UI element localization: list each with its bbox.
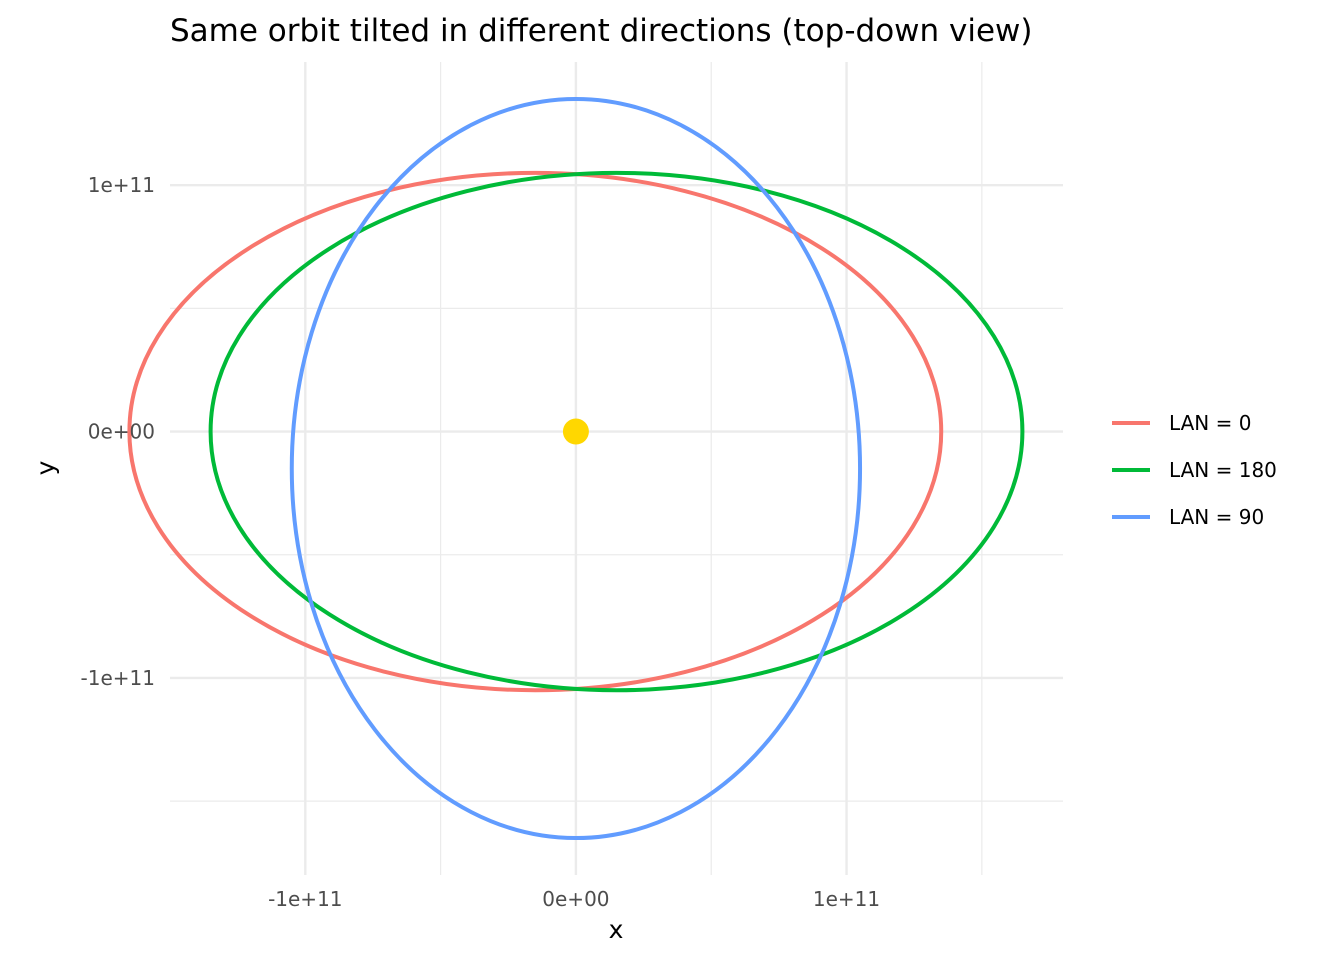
central-body-point: [562, 418, 589, 445]
y-tick-label: 1e+11: [88, 173, 155, 197]
orbit-line: [289, 96, 863, 841]
orbit-line: [208, 170, 1025, 693]
x-tick-label: 0e+00: [542, 887, 609, 911]
tick-labels: -1e+11 0e+00 1e+11 1e+11 0e+00 -1e+11: [81, 173, 881, 911]
legend-label: LAN = 90: [1169, 505, 1264, 529]
point-layer: [562, 418, 589, 445]
x-axis-title: x: [609, 915, 624, 944]
y-tick-label: 0e+00: [88, 420, 155, 444]
series-layer: [127, 96, 1025, 841]
legend-label: LAN = 180: [1169, 458, 1277, 482]
y-axis-title: y: [31, 460, 60, 475]
legend-label: LAN = 0: [1169, 411, 1251, 435]
legend: LAN = 0 LAN = 180 LAN = 90: [1112, 411, 1277, 529]
grid: [170, 62, 1063, 875]
x-tick-label: -1e+11: [268, 887, 342, 911]
chart-title: Same orbit tilted in different direction…: [170, 13, 1033, 49]
y-tick-label: -1e+11: [81, 666, 155, 690]
x-tick-label: 1e+11: [813, 887, 880, 911]
orbit-line: [127, 170, 944, 693]
